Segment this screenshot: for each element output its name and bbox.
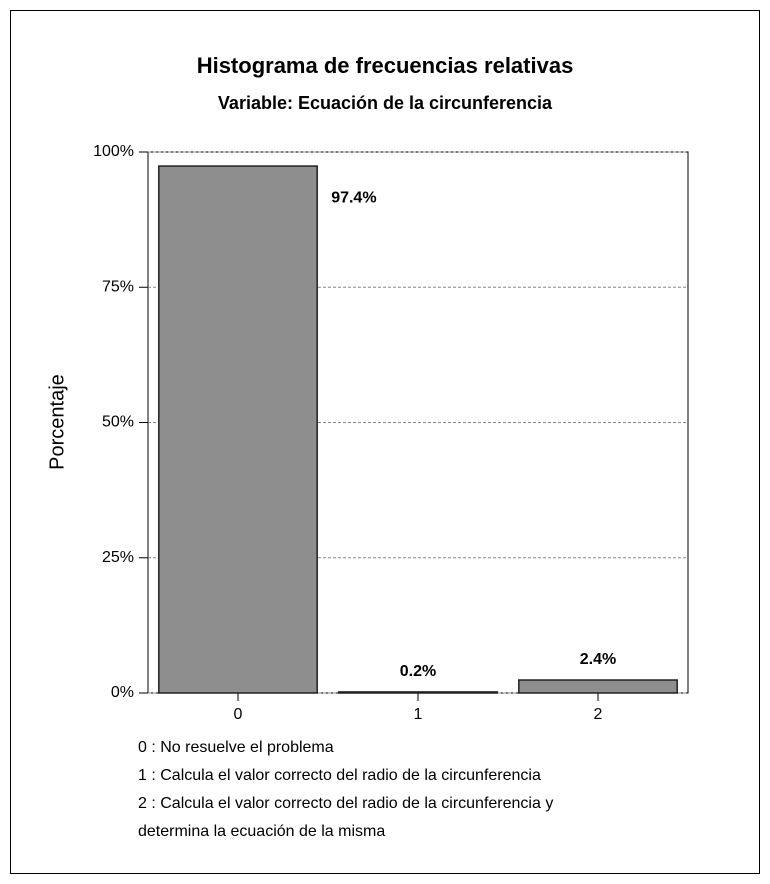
legend-note: determina la ecuación de la misma: [138, 823, 385, 840]
bar: [158, 165, 318, 694]
value-label: 2.4%: [580, 651, 616, 668]
legend-note: 0 : No resuelve el problema: [138, 739, 334, 756]
value-label: 0.2%: [400, 663, 436, 680]
legend-note: 1 : Calcula el valor correcto del radio …: [138, 767, 541, 784]
x-tick-label: 2: [594, 706, 603, 723]
legend-note: 2 : Calcula el valor correcto del radio …: [138, 795, 553, 812]
bar: [338, 691, 498, 694]
x-tick-label: 1: [414, 706, 423, 723]
y-tick-label: 0%: [111, 684, 134, 701]
y-tick-label: 25%: [102, 549, 134, 566]
x-tick-label: 0: [234, 706, 243, 723]
chart-subtitle: Variable: Ecuación de la circunferencia: [218, 93, 553, 113]
y-tick-label: 100%: [93, 143, 134, 160]
chart-title: Histograma de frecuencias relativas: [197, 53, 574, 78]
value-label: 97.4%: [331, 189, 376, 206]
y-tick-label: 75%: [102, 278, 134, 295]
y-axis-label: Porcentaje: [46, 374, 68, 470]
y-tick-label: 50%: [102, 414, 134, 431]
bar: [518, 679, 678, 694]
